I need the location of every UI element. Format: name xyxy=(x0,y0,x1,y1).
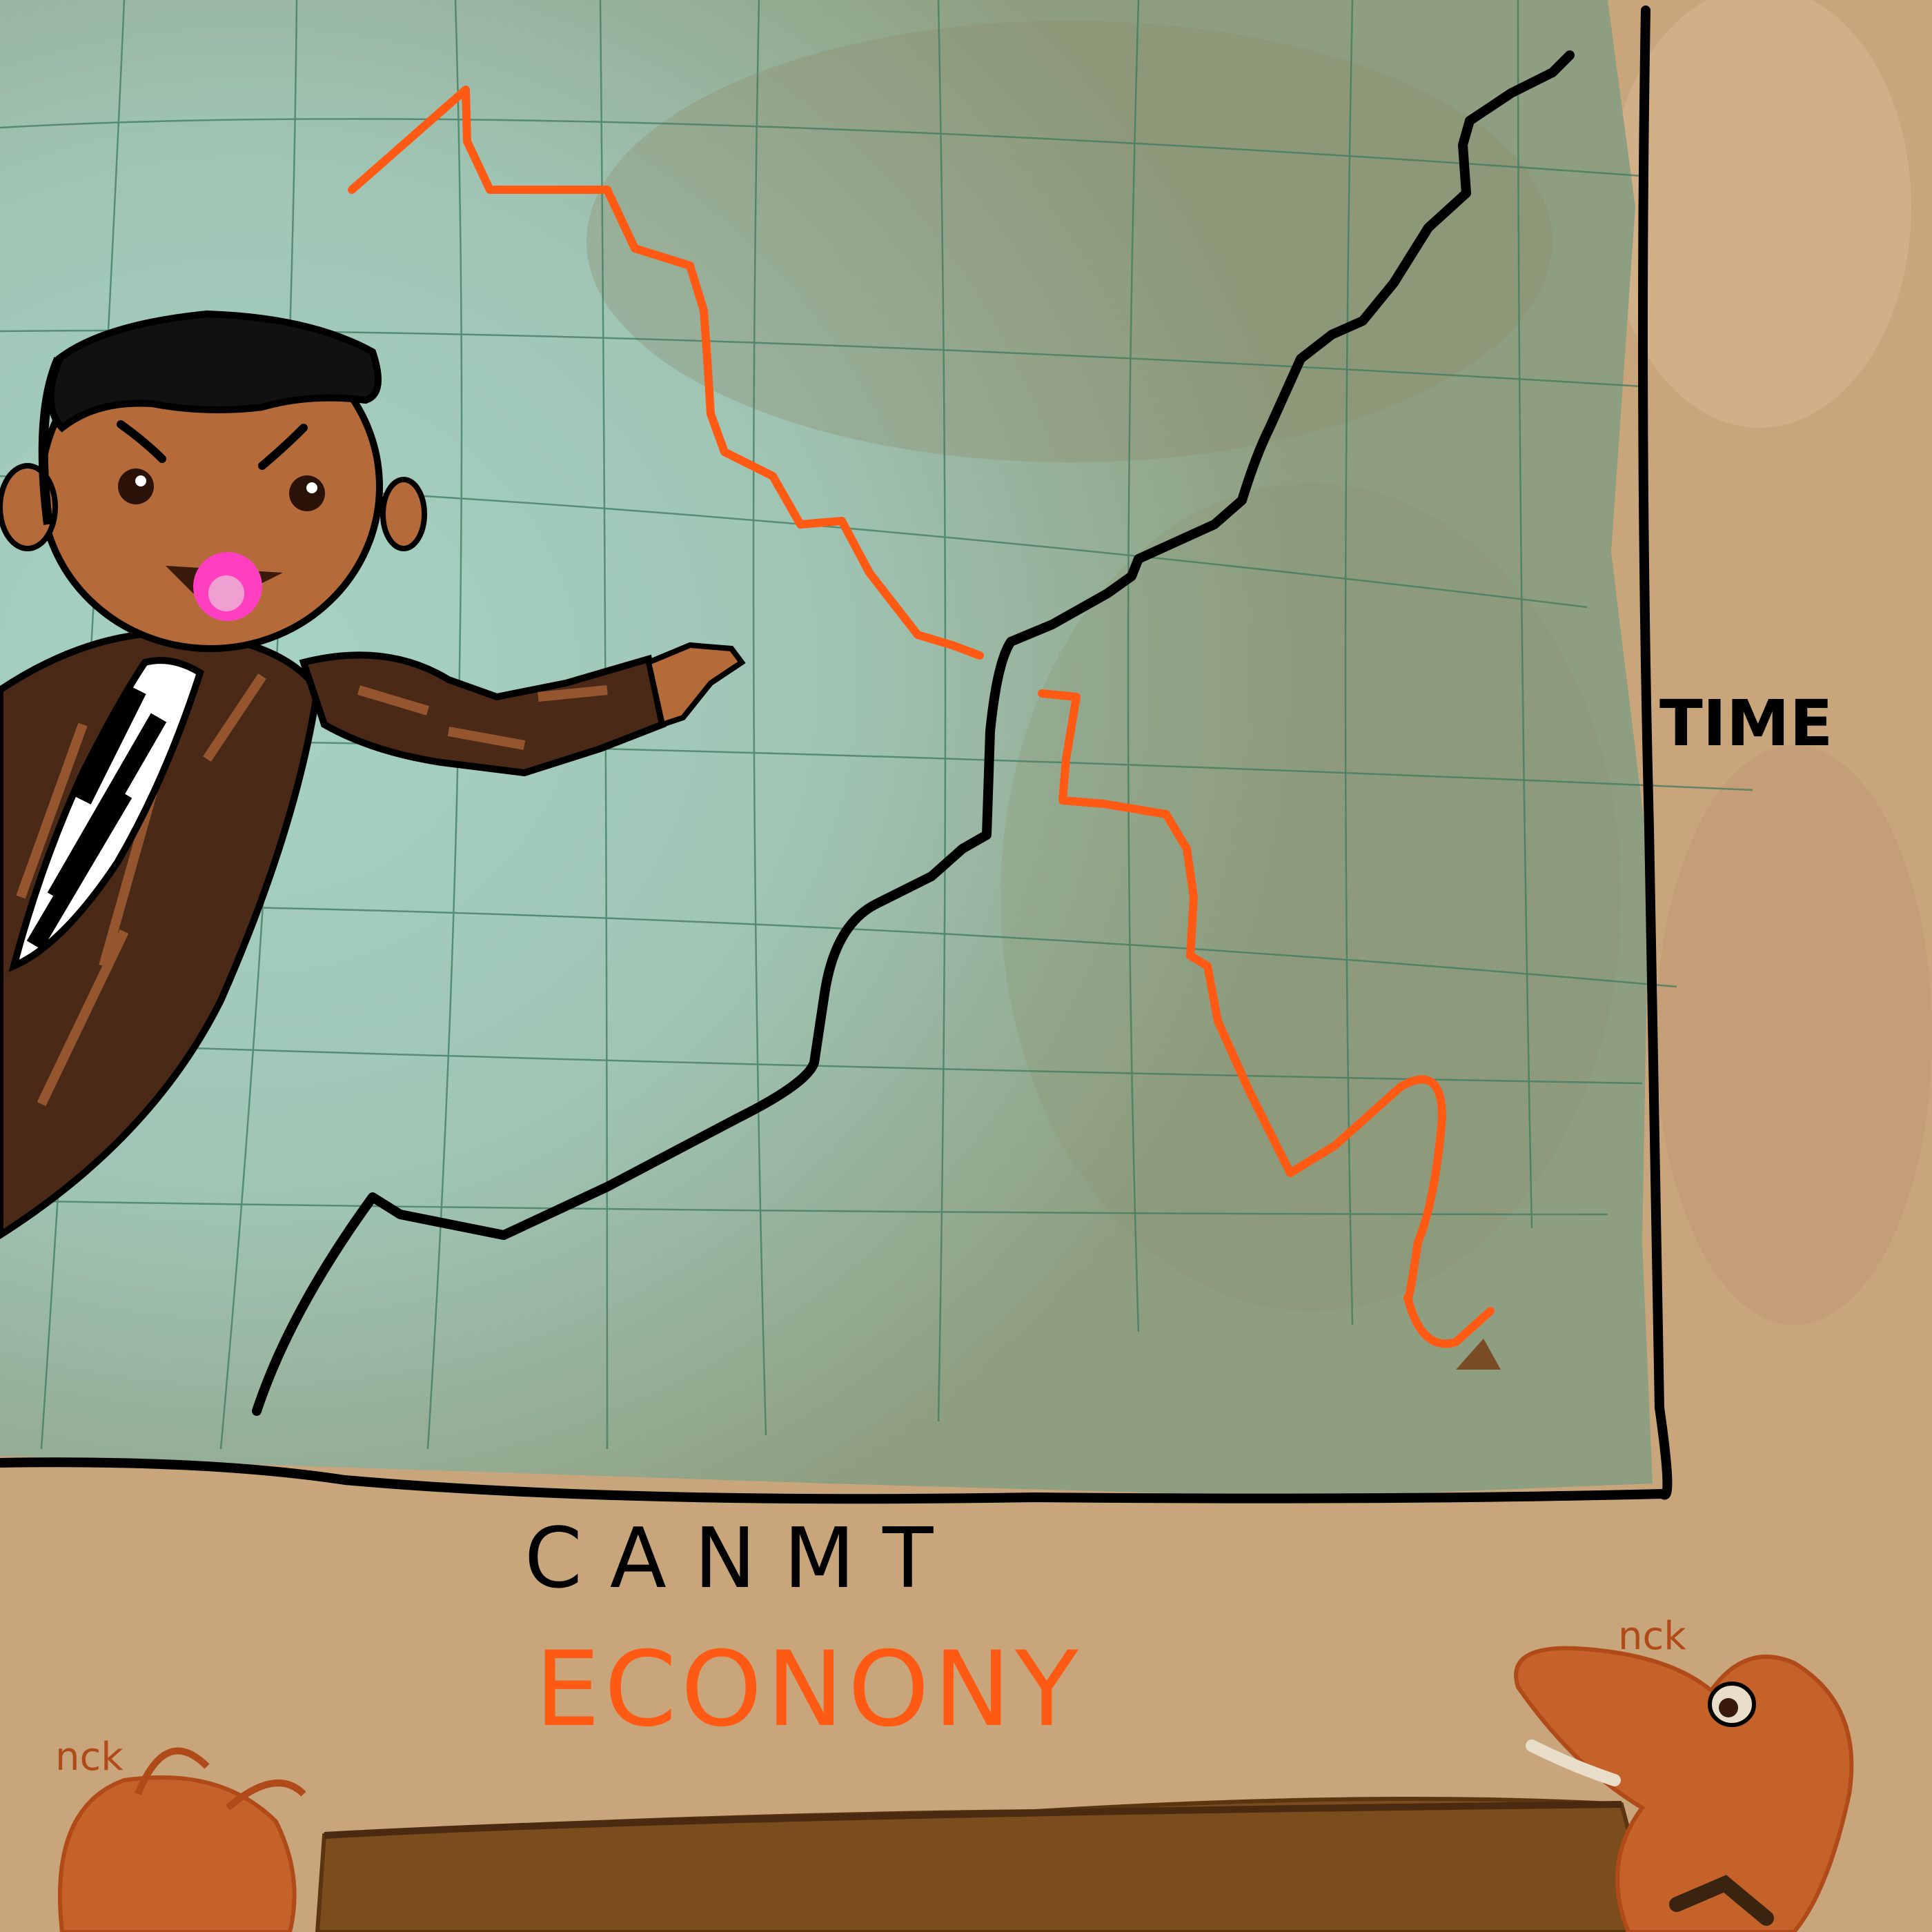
black-trend-line xyxy=(252,50,1575,1416)
signature-right: nck xyxy=(1618,1614,1686,1659)
audience-fox-right xyxy=(1514,1646,1854,1932)
time-axis-label: TIME xyxy=(1659,687,1833,760)
left-eye xyxy=(118,469,154,504)
orange-trend-line xyxy=(1038,689,1495,1348)
bubble-gum-shine xyxy=(208,575,244,611)
wall-smudge xyxy=(1608,0,1911,428)
economy-label: ECONONY xyxy=(535,1630,1083,1750)
chart-board xyxy=(0,0,1653,1497)
hair-sideburn xyxy=(38,357,63,525)
right-ear xyxy=(380,477,427,551)
businessman-figure xyxy=(0,310,746,1239)
signature-left: nck xyxy=(55,1735,124,1780)
hair xyxy=(47,310,382,433)
desk-edge xyxy=(324,1801,1622,1839)
arm-highlights xyxy=(357,685,608,750)
pointing-hand xyxy=(645,642,746,729)
right-eyebrow xyxy=(258,424,308,470)
tie-stripes xyxy=(26,686,167,950)
board-shadow xyxy=(586,21,1552,462)
board-grid xyxy=(0,0,1753,1450)
orange-trend-line xyxy=(348,86,984,660)
canmt-label: CANMT xyxy=(524,1511,960,1607)
right-eye-glint xyxy=(306,482,317,493)
left-eyebrow xyxy=(117,420,166,463)
audience-fox-left xyxy=(57,1747,306,1932)
y-axis xyxy=(1638,6,1673,1500)
left-eye-glint xyxy=(135,475,146,486)
x-axis xyxy=(0,1457,1668,1504)
suit-highlights xyxy=(16,673,266,1107)
board-shadow xyxy=(1000,483,1621,1311)
arrow-head xyxy=(1456,1339,1501,1370)
wall-smudge xyxy=(1656,745,1932,1325)
right-eye xyxy=(289,475,325,511)
